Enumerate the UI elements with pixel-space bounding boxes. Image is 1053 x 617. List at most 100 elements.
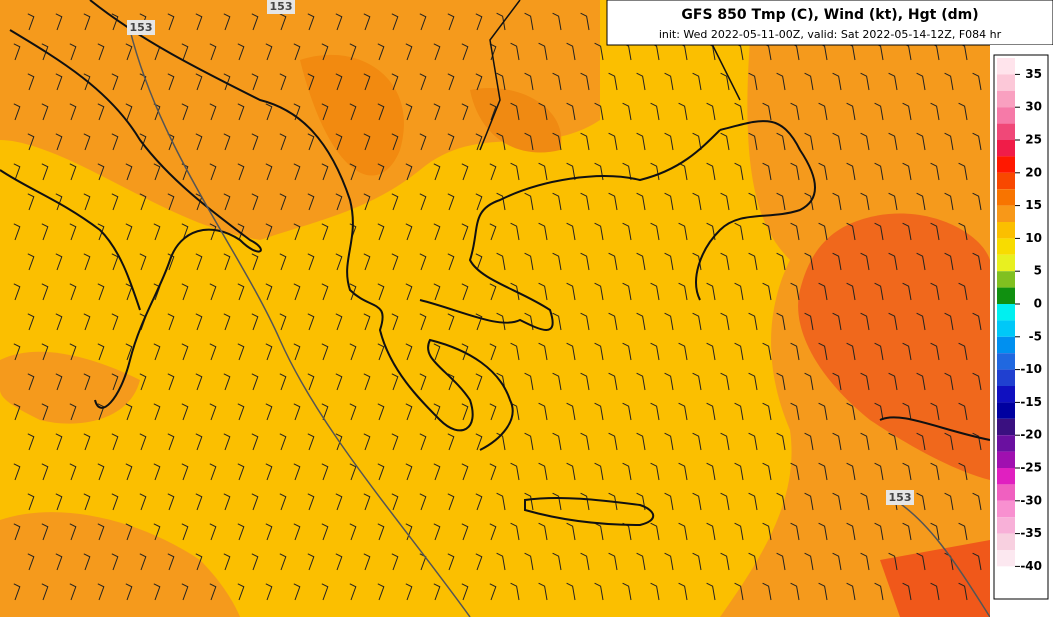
wind-barb bbox=[83, 13, 91, 31]
wind-barb bbox=[524, 372, 534, 391]
wind-barb bbox=[524, 12, 534, 31]
wind-barb bbox=[433, 163, 441, 181]
wind-barb bbox=[41, 43, 49, 61]
contour-label-bg bbox=[127, 20, 155, 35]
wind-barb bbox=[972, 492, 982, 511]
wind-barb bbox=[594, 342, 604, 361]
wind-barb bbox=[209, 103, 217, 121]
wind-barb bbox=[804, 552, 814, 571]
wind-barb bbox=[720, 372, 730, 391]
wind-barb bbox=[349, 163, 357, 181]
wind-barb bbox=[930, 582, 940, 601]
wind-barb bbox=[83, 433, 91, 451]
wind-barb bbox=[363, 493, 371, 511]
wind-barb bbox=[237, 523, 245, 541]
wind-barb bbox=[622, 282, 632, 301]
wind-barb bbox=[237, 43, 245, 61]
wind-barb bbox=[860, 192, 870, 211]
wind-barb bbox=[251, 373, 259, 391]
wind-barb bbox=[83, 373, 91, 391]
wind-barb bbox=[846, 342, 856, 361]
wind-barb bbox=[930, 162, 940, 181]
wind-barb bbox=[874, 522, 884, 541]
wind-barb bbox=[237, 343, 245, 361]
wind-barb bbox=[209, 43, 217, 61]
wind-barb bbox=[153, 403, 161, 421]
wind-barb bbox=[447, 313, 455, 331]
wind-barb bbox=[447, 373, 455, 391]
wind-barb bbox=[447, 73, 455, 91]
wind-barb bbox=[566, 342, 576, 361]
wind-barb bbox=[510, 582, 520, 601]
wind-barb bbox=[538, 402, 548, 421]
wind-barb bbox=[650, 462, 660, 481]
wind-barb bbox=[13, 523, 21, 541]
wind-barb bbox=[510, 42, 520, 61]
wind-barb bbox=[139, 253, 147, 271]
wind-barb bbox=[391, 553, 399, 571]
wind-barb bbox=[97, 163, 105, 181]
wind-barb bbox=[524, 492, 534, 511]
wind-barb bbox=[251, 73, 259, 91]
wind-barb bbox=[279, 553, 287, 571]
wind-barb bbox=[279, 13, 287, 31]
wind-barb bbox=[636, 552, 646, 571]
wind-barb bbox=[83, 553, 91, 571]
wind-barb bbox=[678, 462, 688, 481]
wind-barb bbox=[321, 343, 329, 361]
wind-barb bbox=[916, 372, 926, 391]
wind-barb bbox=[580, 492, 590, 511]
wind-barb bbox=[776, 252, 786, 271]
wind-barb bbox=[650, 522, 660, 541]
colorbar-swatch bbox=[997, 484, 1015, 501]
wind-barb bbox=[209, 343, 217, 361]
wind-barb bbox=[944, 192, 954, 211]
wind-barb bbox=[251, 493, 259, 511]
wind-barb bbox=[447, 433, 455, 451]
wind-barb bbox=[111, 133, 119, 151]
wind-barb bbox=[818, 282, 828, 301]
wind-barb bbox=[790, 162, 800, 181]
wind-barb bbox=[552, 372, 562, 391]
wind-barb bbox=[874, 462, 884, 481]
colorbar-swatch bbox=[997, 435, 1015, 452]
wind-barb bbox=[538, 282, 548, 301]
wind-barb bbox=[902, 282, 912, 301]
wind-barb bbox=[153, 163, 161, 181]
colorbar-label: -40 bbox=[1020, 559, 1042, 573]
colorbar-label: 35 bbox=[1025, 67, 1042, 81]
wind-barb bbox=[664, 132, 674, 151]
wind-barb bbox=[41, 283, 49, 301]
wind-barb bbox=[552, 552, 562, 571]
wind-barb bbox=[335, 73, 343, 91]
wind-barb bbox=[489, 463, 497, 481]
wind-barb bbox=[510, 342, 520, 361]
wind-barb bbox=[419, 373, 427, 391]
wind-barb bbox=[363, 313, 371, 331]
wind-barb bbox=[209, 523, 217, 541]
wind-barb bbox=[972, 372, 982, 391]
wind-barb bbox=[692, 552, 702, 571]
wind-barb bbox=[293, 223, 301, 241]
wind-barb bbox=[475, 133, 483, 151]
wind-barb bbox=[293, 283, 301, 301]
wind-barb bbox=[335, 313, 343, 331]
coastline bbox=[695, 120, 816, 301]
wind-barb bbox=[762, 222, 772, 241]
wind-barb bbox=[69, 283, 77, 301]
wind-barb bbox=[734, 222, 744, 241]
wind-barb bbox=[538, 522, 548, 541]
wind-barb bbox=[307, 433, 315, 451]
wind-barb bbox=[223, 253, 231, 271]
wind-barb bbox=[433, 463, 441, 481]
wind-barb bbox=[363, 133, 371, 151]
wind-barb bbox=[538, 162, 548, 181]
wind-barb bbox=[321, 463, 329, 481]
wind-barb bbox=[846, 522, 856, 541]
wind-barb bbox=[419, 253, 427, 271]
wind-barb bbox=[237, 403, 245, 421]
contour-label: 153 bbox=[270, 0, 293, 13]
wind-barb bbox=[888, 252, 898, 271]
coastline bbox=[0, 169, 141, 311]
wind-barb bbox=[748, 372, 758, 391]
